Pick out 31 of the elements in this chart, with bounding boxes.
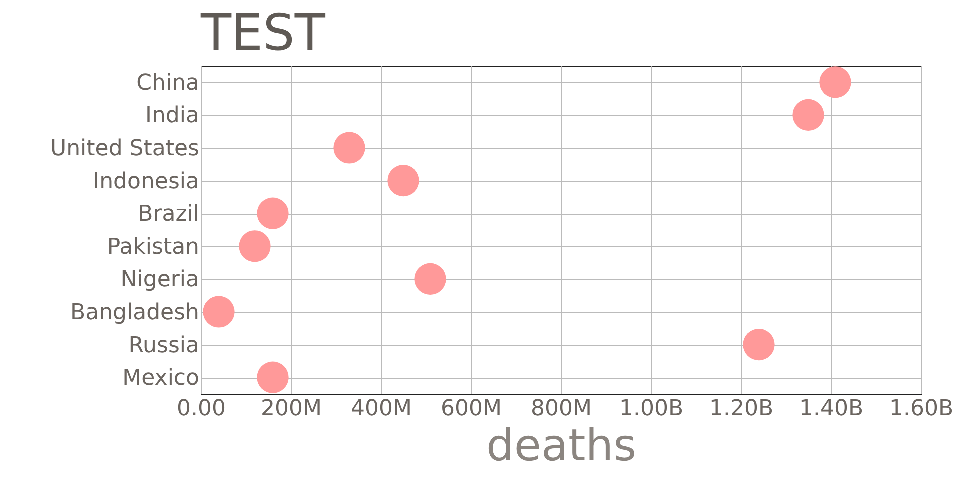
chart-title: TEST: [200, 4, 326, 62]
y-tick-label: United States: [50, 136, 200, 162]
y-tick-label: Indonesia: [93, 169, 200, 194]
x-tick-label: 1.40B: [799, 396, 864, 422]
x-tick-label: 1.20B: [709, 396, 774, 422]
point: [257, 362, 289, 394]
y-tick-label: Russia: [128, 333, 200, 358]
y-tick-label: Brazil: [138, 202, 200, 228]
x-tick-label: 1.60B: [889, 396, 954, 422]
point: [743, 329, 775, 361]
point: [388, 165, 420, 197]
point: [257, 198, 289, 230]
y-tick-label: Mexico: [122, 366, 200, 392]
x-tick-label: 400M: [351, 396, 412, 422]
point: [414, 263, 446, 295]
y-tick-label: Pakistan: [107, 234, 200, 260]
x-tick-label: 200M: [261, 396, 322, 422]
x-axis-title: deaths: [486, 420, 637, 472]
x-tick-label: 1.00B: [619, 396, 684, 422]
point: [792, 99, 824, 131]
y-tick-label: China: [136, 70, 200, 96]
y-tick-label: India: [146, 104, 200, 129]
point: [820, 66, 852, 98]
point: [203, 296, 235, 328]
x-tick-label: 800M: [531, 396, 592, 422]
x-tick-label: 600M: [441, 396, 502, 422]
y-tick-label: Nigeria: [120, 268, 200, 293]
point: [239, 230, 271, 262]
x-tick-label: 0.00: [177, 396, 226, 422]
point: [334, 132, 366, 164]
y-tick-label: Bangladesh: [70, 300, 200, 326]
